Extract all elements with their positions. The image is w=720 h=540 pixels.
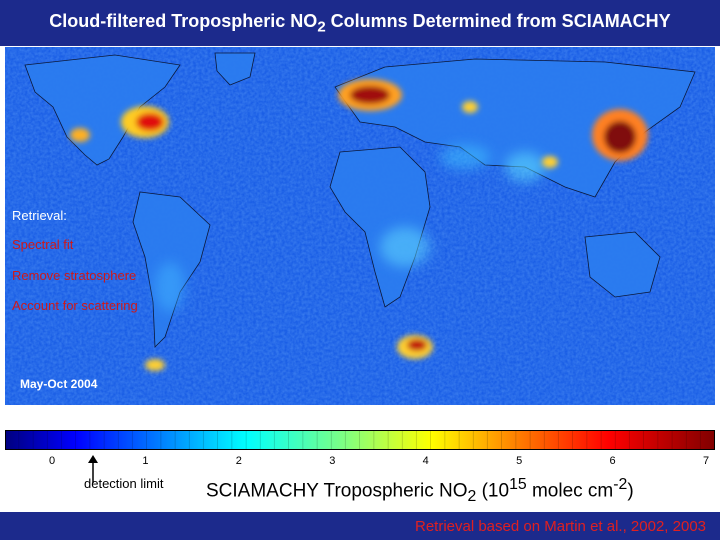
no2-map (5, 47, 715, 405)
period-label: May-Oct 2004 (20, 377, 98, 391)
title-bar: Cloud-filtered Tropospheric NO2 Columns … (0, 0, 720, 46)
colorbar-tick: 1 (142, 455, 149, 467)
moscow-glow (462, 101, 478, 113)
colorbar-tick: 7 (702, 455, 710, 467)
footer-bar: Retrieval based on Martin et al., 2002, … (0, 512, 720, 540)
north-america (24, 54, 181, 166)
greenland (214, 52, 256, 86)
retrieval-step-account-scattering: Account for scattering (12, 298, 138, 313)
detection-limit-label: detection limit (84, 476, 164, 491)
retrieval-heading: Retrieval: (12, 208, 67, 223)
colorbar-tick: 4 (422, 455, 429, 467)
eastern-china-core (604, 121, 636, 153)
page-title: Cloud-filtered Tropospheric NO2 Columns … (49, 10, 671, 36)
western-europe-core (350, 86, 390, 104)
retrieval-step-remove-stratosphere: Remove stratosphere (12, 268, 137, 283)
colorbar-segments (5, 430, 715, 450)
australia (584, 231, 661, 298)
retrieval-step-spectral-fit: Spectral fit (12, 237, 74, 252)
credit-text: Retrieval based on Martin et al., 2002, … (414, 518, 706, 535)
india-glow (542, 156, 558, 168)
detection-limit-arrow-icon (88, 455, 98, 483)
middle-east-haze (440, 145, 490, 169)
colorbar (5, 430, 715, 450)
colorbar-label: SCIAMACHY Tropospheric NO2 (1015 molec c… (206, 476, 634, 506)
colorbar-tick: 2 (235, 455, 242, 467)
eurasia (334, 58, 696, 198)
south-africa-core (407, 339, 427, 351)
california-glow (70, 128, 90, 142)
buenos-aires-glow (145, 359, 165, 371)
colorbar-tick: 5 (516, 455, 523, 467)
india-haze (505, 152, 545, 182)
colorbar-tick: 6 (609, 455, 616, 467)
colorbar-border (5, 430, 715, 450)
south-america-haze (155, 262, 185, 312)
central-africa-haze (380, 227, 430, 267)
colorbar-tick: 0 (48, 455, 56, 467)
eastern-us-core (136, 113, 164, 131)
colorbar-tick: 3 (329, 455, 336, 467)
world-map-svg (5, 47, 715, 405)
